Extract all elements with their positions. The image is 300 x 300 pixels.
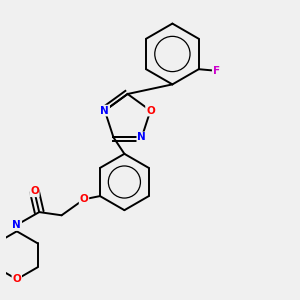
Text: N: N (12, 220, 21, 230)
Text: O: O (80, 194, 88, 204)
Text: O: O (30, 186, 39, 196)
Text: F: F (213, 66, 220, 76)
Text: O: O (12, 274, 21, 284)
Text: N: N (12, 220, 21, 230)
Text: N: N (137, 132, 146, 142)
Text: N: N (100, 106, 109, 116)
Text: O: O (146, 106, 155, 116)
